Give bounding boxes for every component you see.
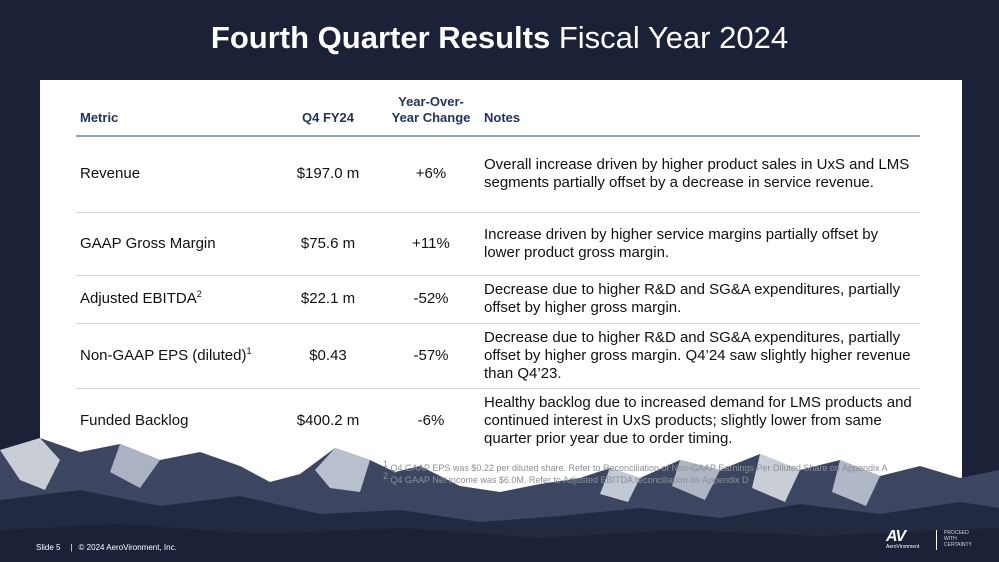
title-light: Fiscal Year 2024 (558, 20, 789, 55)
header-notes: Notes (480, 94, 920, 137)
notes-text: Decrease due to higher R&D and SG&A expe… (480, 275, 920, 324)
footnote-ref: 2 (196, 289, 202, 299)
footer: Slide 5 | © 2024 AeroVironment, Inc. (36, 543, 177, 552)
yoy-value: -52% (382, 275, 480, 324)
logo-tagline: PROCEED WITH CERTAINTY (944, 530, 984, 548)
metric-label: Revenue (80, 165, 141, 183)
footnote-2: 2 Q4 GAAP Net income was $6.0M. Refer to… (383, 471, 887, 486)
content-card: Metric Q4 FY24 Year-Over- Year Change No… (40, 80, 962, 508)
notes-text: Decrease due to higher R&D and SG&A expe… (480, 323, 920, 389)
logo-tag-line1: PROCEED (944, 530, 969, 536)
metric-cell: GAAP Gross Margin (76, 212, 274, 276)
header-q4: Q4 FY24 (274, 94, 382, 137)
metric-label: Funded Backlog (80, 412, 189, 430)
header-yoy-line2: Year Change (391, 110, 471, 125)
footnote-text: Q4 GAAP Net income was $6.0M. Refer to A… (390, 475, 749, 485)
footnote-num: 2 (383, 471, 389, 481)
yoy-value: -6% (417, 412, 445, 430)
notes-text: Overall increase driven by higher produc… (480, 136, 920, 213)
q4-value: $400.2 m (296, 412, 360, 430)
yoy-value: -57% (382, 323, 480, 389)
q4-value: $22.1 m (274, 275, 382, 324)
table-header-row: Metric Q4 FY24 Year-Over- Year Change No… (76, 94, 920, 137)
yoy-value: +6% (382, 136, 480, 213)
metric-label: GAAP Gross Margin (80, 234, 216, 252)
slide-number: Slide 5 (36, 543, 61, 552)
mountain-range-image (0, 438, 999, 562)
header-yoy: Year-Over- Year Change (382, 94, 480, 137)
yoy-value: +11% (382, 212, 480, 276)
notes-text: Healthy backlog due to increased demand … (484, 394, 912, 448)
footnote-ref: 1 (246, 345, 252, 356)
table-row: Revenue $197.0 m +6% Overall increase dr… (76, 136, 920, 213)
footnote-text: Q4 GAAP EPS was $0.22 per diluted share.… (390, 463, 888, 473)
footnote-num: 1 (383, 459, 389, 469)
footnote-1: 1 Q4 GAAP EPS was $0.22 per diluted shar… (383, 459, 888, 474)
q4-value: $75.6 m (274, 212, 382, 276)
results-table: Metric Q4 FY24 Year-Over- Year Change No… (76, 94, 920, 454)
q4-value: $197.0 m (274, 136, 382, 213)
logo-mark: AV (886, 528, 906, 545)
logo-divider (936, 530, 937, 550)
logo-tag-line3: CERTAINTY (944, 542, 972, 548)
footnotes: 1 Q4 GAAP EPS was $0.22 per diluted shar… (383, 459, 888, 486)
table-row: GAAP Gross Margin $75.6 m +11% Increase … (76, 212, 920, 276)
copyright: © 2024 AeroVironment, Inc. (78, 543, 177, 552)
metric-cell: Adjusted EBITDA2 (76, 275, 274, 324)
metric-cell: Revenue (76, 136, 274, 213)
table-row: Non-GAAP EPS (diluted)1 $0.43 -57% Decre… (76, 323, 920, 389)
footer-separator: | (70, 543, 73, 552)
title-bold: Fourth Quarter Results (210, 20, 551, 55)
table-row: Adjusted EBITDA2 $22.1 m -52% Decrease d… (76, 275, 920, 324)
table-row: Funded Backlog $400.2 m -6% Healthy back… (76, 388, 920, 454)
q4-value: $0.43 (274, 323, 382, 389)
slide-title: Fourth Quarter Results Fiscal Year 2024 (0, 18, 999, 58)
metric-cell: Non-GAAP EPS (diluted)1 (76, 323, 274, 389)
aerovironment-logo: AV AeroVironment PROCEED WITH CERTAINTY (886, 528, 986, 554)
header-yoy-line1: Year-Over- (398, 94, 464, 109)
metric-label: Adjusted EBITDA (80, 290, 197, 307)
logo-name: AeroVironment (886, 544, 920, 550)
notes-text: Increase driven by higher service margin… (480, 212, 920, 276)
metric-label: Non-GAAP EPS (diluted) (80, 346, 247, 364)
header-metric: Metric (76, 94, 274, 137)
logo-tag-line2: WITH (944, 536, 957, 542)
metric-cell: Funded Backlog (76, 388, 274, 454)
